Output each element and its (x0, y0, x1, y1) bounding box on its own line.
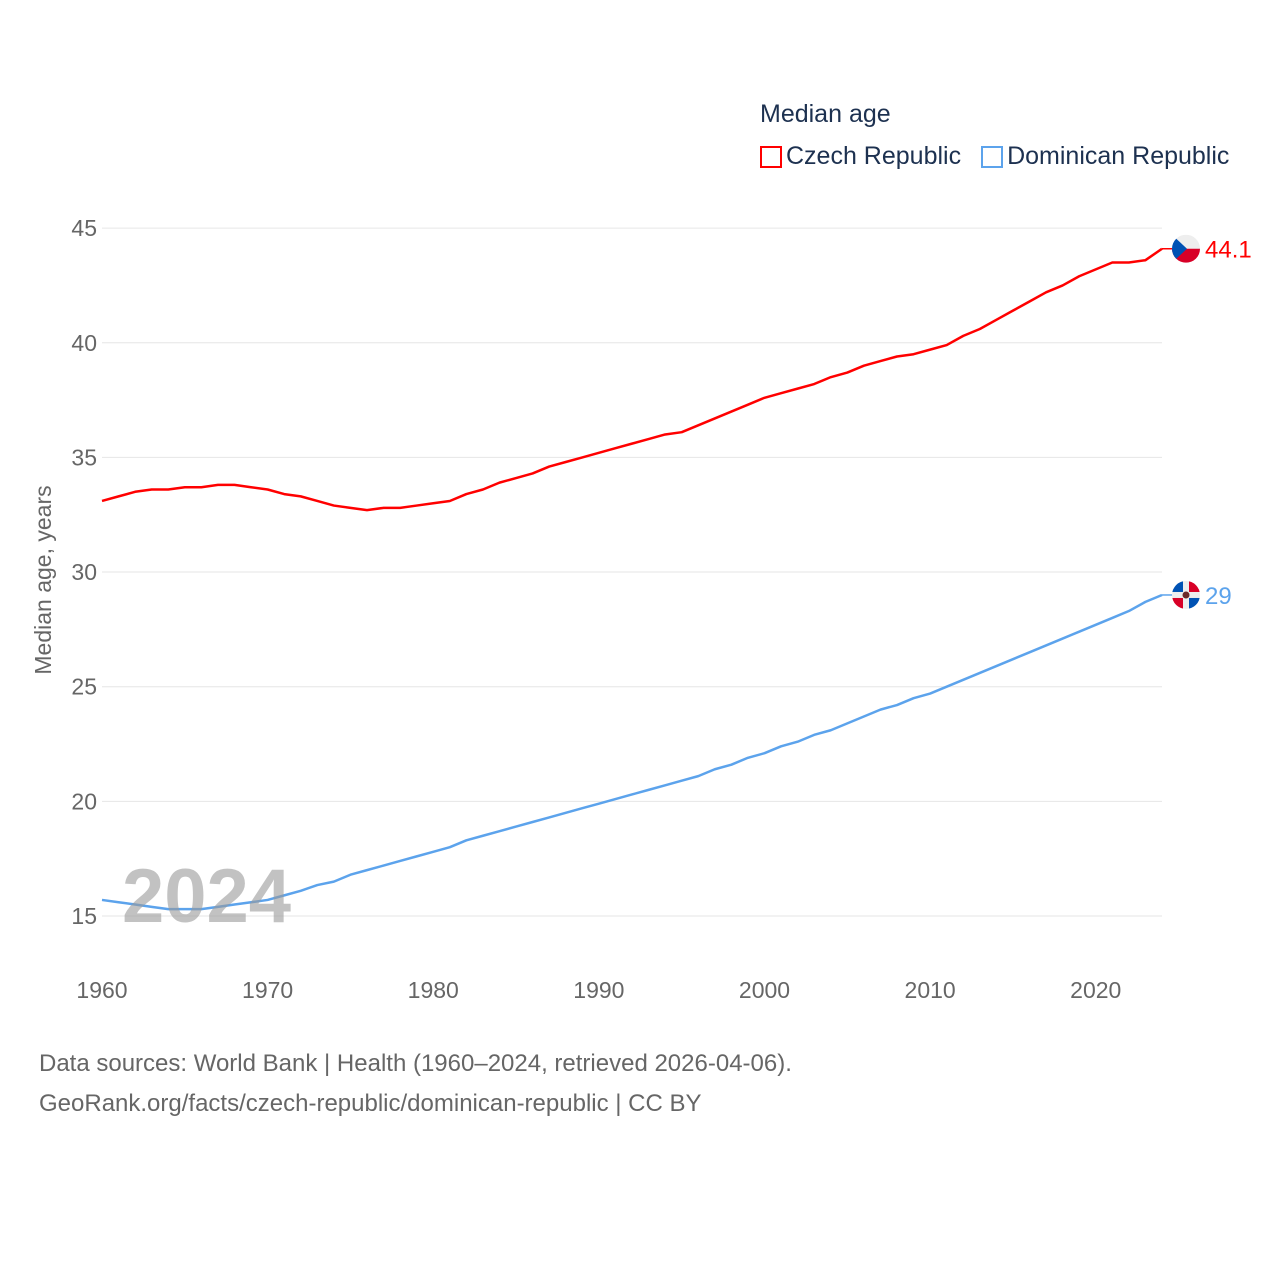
legend: Czech Republic Dominican Republic (760, 142, 1229, 171)
series-line-dominican-republic (101, 593, 1163, 911)
legend-label: Czech Republic (786, 142, 962, 170)
end-value-label: 44.1 (1205, 237, 1252, 264)
data-source-text: Data sources: World Bank | Health (1960–… (39, 1050, 792, 1077)
legend-label: Dominican Republic (1007, 142, 1230, 170)
x-tick-label: 1980 (408, 977, 459, 1003)
source-link[interactable]: GeoRank.org/facts/czech-republic/dominic… (39, 1090, 702, 1117)
czech-flag-icon (1172, 234, 1200, 263)
x-tick-label: 1960 (76, 977, 127, 1003)
year-watermark: 2024 (122, 854, 291, 939)
y-tick-label: 15 (71, 903, 97, 929)
flag-q3 (1172, 597, 1183, 609)
x-tick-label: 1970 (242, 977, 293, 1003)
y-tick-label: 30 (71, 559, 97, 585)
x-tick-label: 1990 (573, 977, 624, 1003)
y-tick-label: 20 (71, 788, 97, 814)
flag-q2 (1189, 580, 1200, 592)
legend-swatch-dominican (981, 145, 1004, 168)
series-line-czech-republic (101, 247, 1163, 512)
y-tick-label: 35 (71, 444, 97, 470)
y-tick-label: 45 (71, 215, 97, 241)
flag-q1 (1172, 580, 1183, 592)
flag-blue (1172, 234, 1187, 263)
flag-body (1172, 234, 1200, 263)
legend-swatch-czech (760, 145, 782, 168)
end-value-label: 29 (1205, 583, 1232, 610)
y-tick-label: 40 (71, 330, 97, 356)
y-tick-label: 25 (71, 674, 97, 700)
legend-title: Median age (760, 100, 891, 128)
x-tick-label: 2020 (1070, 977, 1121, 1003)
footer: Data sources: World Bank | Health (1960–… (39, 1044, 792, 1124)
legend-item-czech-republic[interactable]: Czech Republic (760, 142, 961, 171)
y-axis-label: Median age, years (30, 485, 56, 674)
x-tick-label: 2000 (739, 977, 790, 1003)
flag-body (1172, 580, 1200, 609)
x-tick-label: 2010 (905, 977, 956, 1003)
flag-emblem (1182, 591, 1190, 599)
flag-q4 (1189, 597, 1200, 609)
legend-item-dominican-republic[interactable]: Dominican Republic (981, 142, 1229, 171)
dominican-flag-icon (1172, 580, 1200, 609)
